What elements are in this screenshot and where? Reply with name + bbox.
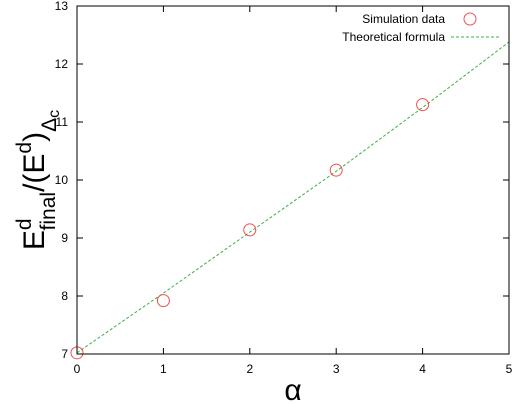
simulation-points-layer (70, 98, 430, 360)
y-label-sup2: d (13, 142, 36, 154)
theoretical-line-layer (76, 41, 510, 354)
y-tick-label: 9 (61, 231, 68, 245)
y-label-sub2: Δ (38, 118, 61, 132)
x-tick-label: 1 (160, 362, 167, 376)
simulation-data-point (156, 294, 170, 308)
y-tick-label: 11 (56, 115, 69, 129)
y-label-sup1: d (13, 218, 36, 230)
legend: Simulation data Theoretical formula (342, 12, 500, 44)
x-tick-label: 0 (74, 362, 81, 376)
y-label-sub2b: c (46, 110, 63, 118)
y-label-sub1: final (37, 192, 60, 231)
theoretical-formula-line (76, 41, 510, 354)
x-tick-label: 2 (246, 362, 253, 376)
legend-marker-simulation (463, 12, 477, 26)
y-label-mid: /(E (18, 154, 51, 192)
x-tick-label: 3 (333, 362, 340, 376)
y-tick-label: 12 (55, 57, 69, 71)
legend-label-simulation: Simulation data (362, 12, 445, 26)
plot-frame (76, 5, 510, 355)
y-label-close: ) (18, 132, 51, 142)
legend-label-theory: Theoretical formula (342, 30, 445, 44)
y-tick-label: 13 (55, 0, 69, 13)
simulation-data-point (329, 163, 343, 177)
y-tick-label: 8 (61, 289, 68, 303)
y-tick-label: 7 (61, 347, 68, 361)
simulation-data-point (243, 223, 257, 237)
y-tick-label: 10 (55, 173, 69, 187)
x-tick-label: 5 (506, 362, 512, 376)
simulation-data-point (416, 98, 430, 112)
x-axis-label: α (284, 374, 301, 404)
x-tick-label: 4 (419, 362, 426, 376)
y-label-main: E (18, 230, 51, 250)
y-axis-label: Edfinal/(Ed)Δc (13, 110, 63, 250)
